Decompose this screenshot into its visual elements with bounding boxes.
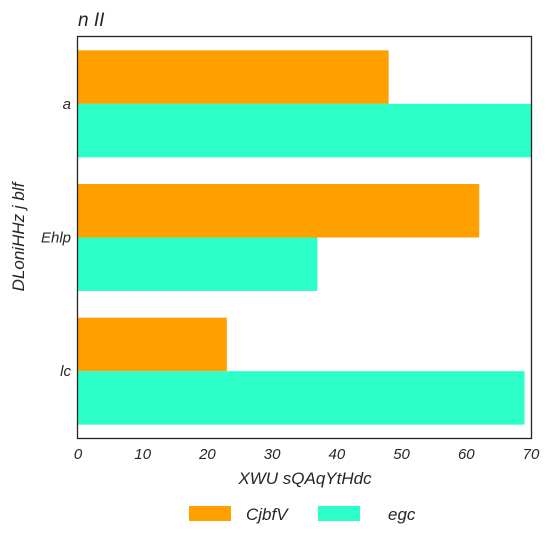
x-tick-label: 0 [74,446,83,463]
y-tick-label: a [63,96,71,113]
legend-label-egc: egc [388,505,416,524]
bar-CjbfV-Ehlp [78,184,479,237]
y-tick-label: lc [60,363,71,380]
bars-group [78,50,531,424]
y-axis-label: DLoniHHz j blf [9,180,28,291]
bar-CjbfV-a [78,50,389,103]
x-tick-label: 10 [134,446,151,463]
bar-egc-a [78,104,531,157]
x-tick-label: 50 [393,446,410,463]
bar-CjbfV-lc [78,318,227,371]
legend-swatch-CjbfV [189,506,231,521]
bar-egc-Ehlp [78,238,317,291]
x-tick-label: 60 [458,446,475,463]
x-tick-label: 40 [329,446,346,463]
chart-title: n II [78,10,105,31]
bar-egc-lc [78,371,525,424]
legend-swatch-egc [318,506,360,521]
x-tick-label: 70 [523,446,540,463]
x-tick-label: 20 [198,446,216,463]
x-tick-label: 30 [264,446,281,463]
y-tick-labels: a Ehlp lc [41,96,72,380]
y-tick-label: Ehlp [41,230,71,247]
x-tick-labels: 0 10 20 30 40 50 60 70 [74,446,540,463]
legend: CjbfV egc [189,505,416,524]
legend-label-CjbfV: CjbfV [246,505,289,524]
x-axis-label: XWU sQAqYtHdc [237,469,372,488]
